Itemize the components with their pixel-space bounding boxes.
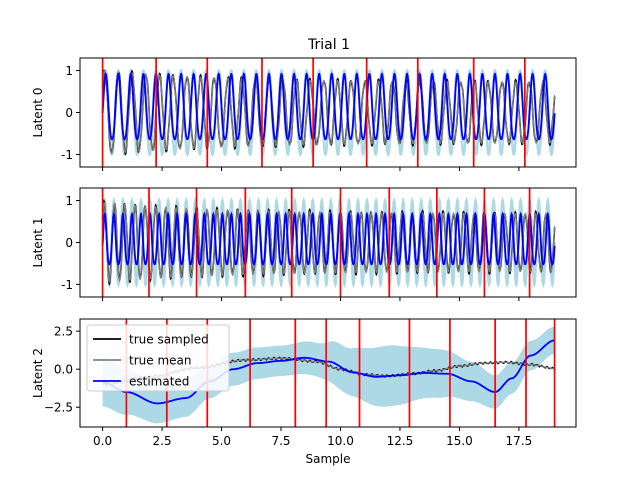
y-tick-label: 0 (65, 236, 73, 250)
x-tick-label: 7.5 (271, 434, 290, 448)
subplots: -1 0 1 Latent 0 -1 0 1 Latent 1 −2.5 0.0 2.5 0.0 2.5… (31, 57, 577, 466)
subplot-latent1: -1 0 1 Latent 1 (31, 187, 577, 301)
series-estimated (101, 72, 556, 141)
legend-box (86, 324, 230, 392)
series-true-mean (101, 70, 556, 155)
x-tick-label: 2.5 (153, 434, 172, 448)
y-tick-label: 0 (65, 106, 73, 120)
y-tick-label: −2.5 (44, 401, 73, 415)
subplot-latent0: -1 0 1 Latent 0 (31, 57, 577, 171)
series-estimated (101, 211, 556, 266)
legend: true sampled true mean estimated (86, 324, 230, 392)
y-axis-label: Latent 1 (31, 218, 45, 268)
y-axis-label: Latent 2 (31, 348, 45, 398)
subplot-latent2: −2.5 0.0 2.5 0.0 2.5 5.0 7.5 10.0 12.5 15.0 17.5 La… (31, 318, 577, 466)
y-tick-label: 1 (65, 194, 73, 208)
plot-area (101, 188, 556, 297)
x-tick-label: 10.0 (327, 434, 354, 448)
x-tick-label: 15.0 (446, 434, 473, 448)
legend-label: true sampled (129, 333, 209, 347)
y-tick-label: 1 (65, 64, 73, 78)
figure-title: Trial 1 (307, 37, 350, 53)
y-tick-label: -1 (61, 278, 73, 292)
y-tick-label: 0.0 (54, 363, 73, 377)
axes-frame (79, 318, 577, 428)
x-tick-label: 12.5 (387, 434, 414, 448)
x-tick-label: 0.0 (93, 434, 112, 448)
y-tick-label: -1 (61, 148, 73, 162)
legend-label: estimated (129, 375, 189, 389)
series-estimated (102, 339, 555, 405)
x-tick-label: 17.5 (506, 434, 533, 448)
plot-area (101, 58, 556, 167)
legend-label: true mean (129, 354, 191, 368)
y-tick-label: 2.5 (54, 325, 73, 339)
uncertainty-band (102, 326, 555, 424)
x-tick-label: 5.0 (212, 434, 231, 448)
x-axis-label: Sample (306, 452, 351, 466)
y-axis-label: Latent 0 (31, 88, 45, 138)
